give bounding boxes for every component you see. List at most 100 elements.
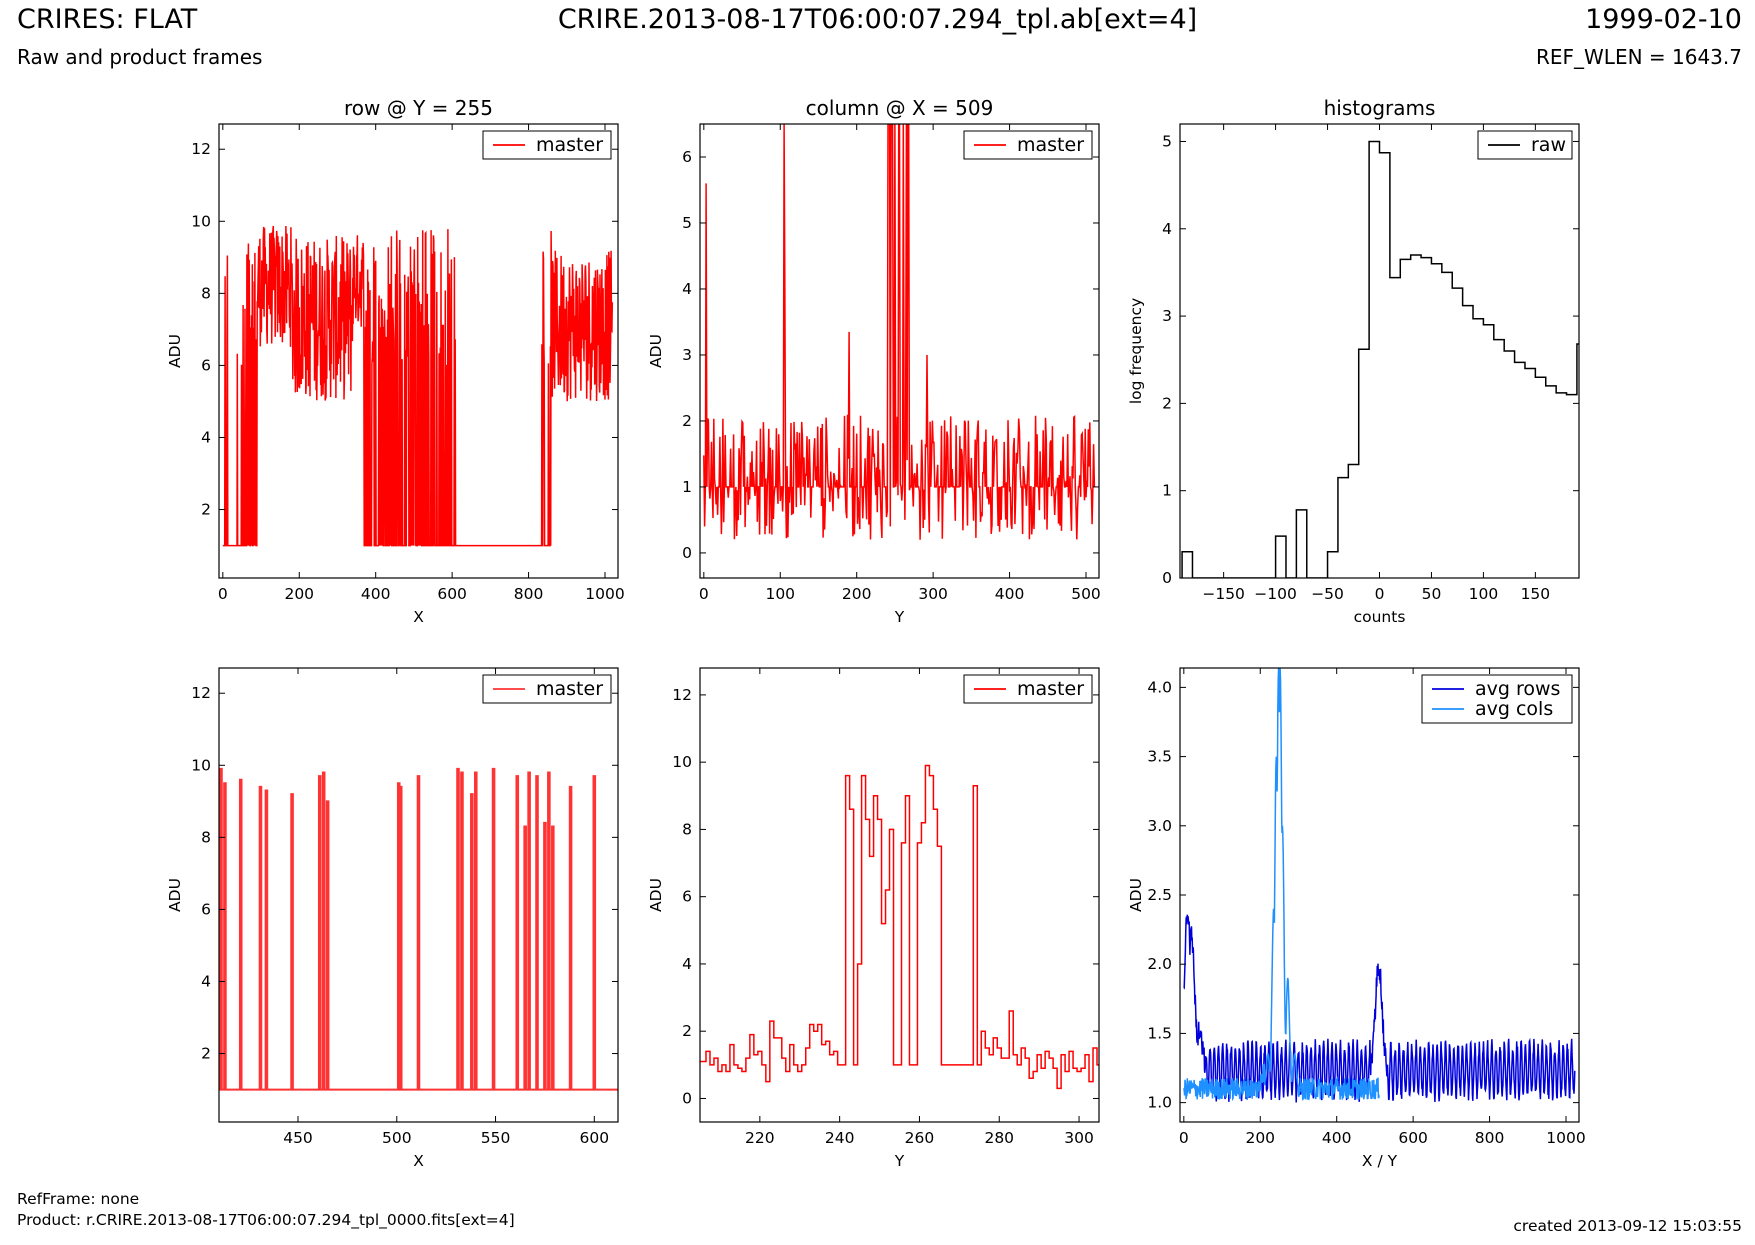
x-tick-label: 200 bbox=[284, 585, 314, 603]
chart-colzoom: 220 240 260 280 300 0 2 4 6 8 10 12 Y ADU master bbox=[647, 667, 1100, 1170]
legend: master bbox=[482, 674, 612, 704]
y-tick-label: 1.5 bbox=[1147, 1024, 1172, 1042]
x-tick-label: 600 bbox=[580, 1129, 610, 1147]
legend-label: master bbox=[536, 134, 603, 156]
plot-area-rowzoom bbox=[219, 767, 618, 1091]
file-name: CRIRE.2013-08-17T06:00:07.294_tpl.ab[ext… bbox=[557, 4, 1198, 35]
y-tick-label: 8 bbox=[682, 820, 692, 838]
x-tick-label: 0 bbox=[218, 585, 228, 603]
x-axis-label: Y bbox=[894, 608, 905, 626]
y-tick-label: 12 bbox=[191, 684, 211, 702]
y-axis-label: ADU bbox=[647, 334, 665, 368]
y-tick-label: 8 bbox=[201, 284, 211, 302]
x-axis-label: Y bbox=[894, 1152, 905, 1170]
series-line-col-0 bbox=[703, 124, 1096, 540]
y-tick-label: 2 bbox=[1162, 394, 1172, 412]
y-tick-label: 8 bbox=[201, 828, 211, 846]
y-tick-label: 4 bbox=[682, 955, 692, 973]
y-tick-label: 0 bbox=[682, 1089, 692, 1107]
y-tick-label: 0 bbox=[682, 544, 692, 562]
x-tick-label: 100 bbox=[1469, 585, 1499, 603]
plot-area-colzoom bbox=[700, 764, 1099, 1090]
y-axis-label: ADU bbox=[647, 878, 665, 912]
legend-label: avg cols bbox=[1475, 698, 1553, 720]
y-tick-label: 4.0 bbox=[1147, 678, 1172, 696]
chart-col: 0 100 200 300 400 500 0 1 2 3 4 5 6 column @ X = 509 Y… bbox=[647, 96, 1101, 626]
x-axis-label: X / Y bbox=[1362, 1152, 1398, 1170]
created-timestamp: created 2013-09-12 15:03:55 bbox=[1513, 1217, 1742, 1235]
x-tick-label: −100 bbox=[1254, 585, 1297, 603]
x-tick-label: 200 bbox=[1245, 1129, 1275, 1147]
x-tick-label: 300 bbox=[918, 585, 948, 603]
x-tick-label: 400 bbox=[1322, 1129, 1352, 1147]
legend-label: master bbox=[1017, 134, 1084, 156]
plot-area-hist bbox=[1181, 140, 1579, 578]
x-tick-label: 200 bbox=[842, 585, 872, 603]
y-tick-label: 2 bbox=[682, 1022, 692, 1040]
y-tick-label: 3.0 bbox=[1147, 817, 1172, 835]
axes-frame bbox=[218, 123, 619, 579]
plot-area-row bbox=[222, 225, 614, 547]
x-tick-label: 50 bbox=[1422, 585, 1442, 603]
x-tick-label: 240 bbox=[825, 1129, 855, 1147]
x-tick-label: 550 bbox=[481, 1129, 511, 1147]
y-tick-label: 3.5 bbox=[1147, 748, 1172, 766]
x-tick-label: 260 bbox=[905, 1129, 935, 1147]
x-tick-label: 300 bbox=[1064, 1129, 1094, 1147]
y-tick-label: 10 bbox=[191, 212, 211, 230]
y-tick-label: 10 bbox=[191, 756, 211, 774]
x-axis-label: counts bbox=[1354, 608, 1406, 626]
y-tick-label: 2.5 bbox=[1147, 886, 1172, 904]
legend-label: raw bbox=[1531, 134, 1566, 156]
plot-area-avg bbox=[1183, 668, 1576, 1103]
x-tick-label: 0 bbox=[699, 585, 709, 603]
axes-frame bbox=[699, 667, 1100, 1123]
x-tick-label: 220 bbox=[745, 1129, 775, 1147]
y-tick-label: 6 bbox=[201, 900, 211, 918]
y-tick-label: 2.0 bbox=[1147, 955, 1172, 973]
chart-title: column @ X = 509 bbox=[806, 96, 994, 120]
x-tick-label: −50 bbox=[1311, 585, 1344, 603]
y-tick-label: 4 bbox=[201, 972, 211, 990]
axes-frame bbox=[218, 667, 619, 1123]
y-tick-label: 1.0 bbox=[1147, 1094, 1172, 1112]
legend: master bbox=[963, 674, 1093, 704]
y-tick-label: 6 bbox=[201, 356, 211, 374]
series-line-row-0 bbox=[222, 225, 614, 547]
y-tick-label: 5 bbox=[1162, 132, 1172, 150]
y-tick-label: 2 bbox=[682, 412, 692, 430]
y-axis-label: ADU bbox=[166, 878, 184, 912]
legend-label: avg rows bbox=[1475, 678, 1560, 700]
y-tick-label: 6 bbox=[682, 148, 692, 166]
series-line-avg-0 bbox=[1183, 914, 1576, 1103]
x-tick-label: 600 bbox=[1398, 1129, 1428, 1147]
y-tick-label: 1 bbox=[1162, 482, 1172, 500]
legend: master bbox=[963, 130, 1093, 160]
legend-label: master bbox=[536, 678, 603, 700]
x-tick-label: 280 bbox=[984, 1129, 1014, 1147]
legend-box bbox=[1421, 674, 1573, 724]
y-axis-label: ADU bbox=[1127, 878, 1145, 912]
x-axis-label: X bbox=[413, 1152, 424, 1170]
chart-title: row @ Y = 255 bbox=[344, 96, 493, 120]
x-tick-label: 500 bbox=[382, 1129, 412, 1147]
y-axis-label: log frequency bbox=[1127, 298, 1145, 404]
x-tick-label: 1000 bbox=[1546, 1129, 1585, 1147]
y-axis-label: ADU bbox=[166, 334, 184, 368]
chart-avg: 0 200 400 600 800 1000 1.0 1.5 2.0 2.5 3.0 3.5 4.0 X … bbox=[1127, 667, 1586, 1170]
series-line-avg-1 bbox=[1183, 668, 1380, 1102]
x-axis-label: X bbox=[413, 608, 424, 626]
y-tick-label: 2 bbox=[201, 501, 211, 519]
axes-frame bbox=[699, 123, 1100, 579]
product-label: Product: r.CRIRE.2013-08-17T06:00:07.294… bbox=[17, 1211, 515, 1229]
y-tick-label: 3 bbox=[682, 346, 692, 364]
axes-frame bbox=[1179, 123, 1580, 579]
y-tick-label: 12 bbox=[191, 140, 211, 158]
reference-wavelength: REF_WLEN = 1643.7 bbox=[1535, 45, 1742, 69]
page-subtitle: Raw and product frames bbox=[17, 45, 263, 69]
y-tick-label: 4 bbox=[682, 280, 692, 298]
x-tick-label: 0 bbox=[1375, 585, 1385, 603]
legend-label: master bbox=[1017, 678, 1084, 700]
